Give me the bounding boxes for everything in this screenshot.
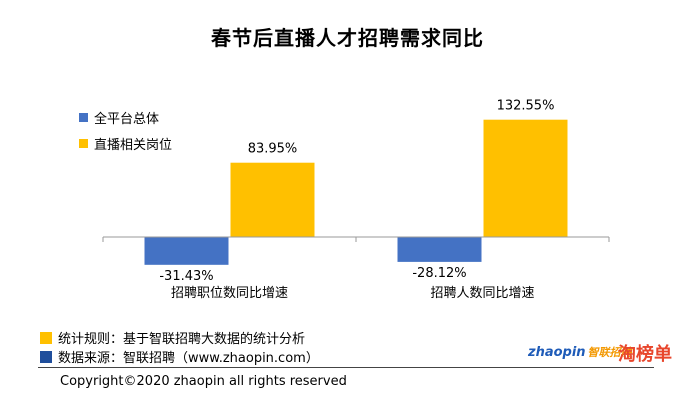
data-label-livestream-0: 83.95% (248, 142, 298, 157)
data-label-overall-0: -31.43% (159, 269, 213, 284)
category-label-1: 招聘人数同比增速 (430, 286, 534, 301)
bar-overall-0 (144, 237, 229, 265)
zhaopin-logo: zhaopin 智联招聘 (528, 344, 632, 360)
footer-source: 数据来源：智联招聘（www.zhaopin.com） (40, 347, 319, 366)
rule-text: 统计规则：基于智联招聘大数据的统计分析 (58, 332, 306, 347)
data-label-overall-1: -28.12% (412, 266, 466, 281)
legend-item-overall: 全平台总体 (79, 104, 172, 130)
bar-livestream-1 (483, 119, 568, 237)
legend-item-livestream: 直播相关岗位 (79, 130, 172, 156)
legend: 全平台总体 直播相关岗位 (79, 104, 172, 156)
legend-swatch-overall (79, 112, 88, 122)
zhaopin-logo-cn: 智联招聘 (587, 346, 632, 359)
copyright-text: Copyright©2020 zhaopin all rights reserv… (60, 374, 347, 389)
chart-title: 春节后直播人才招聘需求同比 (211, 26, 484, 50)
legend-label-livestream: 直播相关岗位 (94, 137, 173, 153)
zhaopin-logo-text: zhaopin (528, 345, 586, 360)
category-label-0: 招聘职位数同比增速 (171, 286, 288, 301)
taobang-logo: 淘榜单 (618, 344, 672, 365)
footer-rule: 统计规则：基于智联招聘大数据的统计分析 (40, 328, 305, 347)
data-label-livestream-1: 132.55% (497, 99, 555, 114)
source-text: 数据来源：智联招聘（www.zhaopin.com） (58, 351, 319, 366)
source-swatch (40, 350, 52, 363)
legend-swatch-livestream (79, 138, 88, 148)
bar-overall-1 (397, 237, 482, 262)
rule-swatch (40, 331, 52, 344)
footer-divider (38, 367, 654, 368)
legend-label-overall: 全平台总体 (94, 111, 160, 127)
bar-livestream-0 (230, 162, 315, 237)
